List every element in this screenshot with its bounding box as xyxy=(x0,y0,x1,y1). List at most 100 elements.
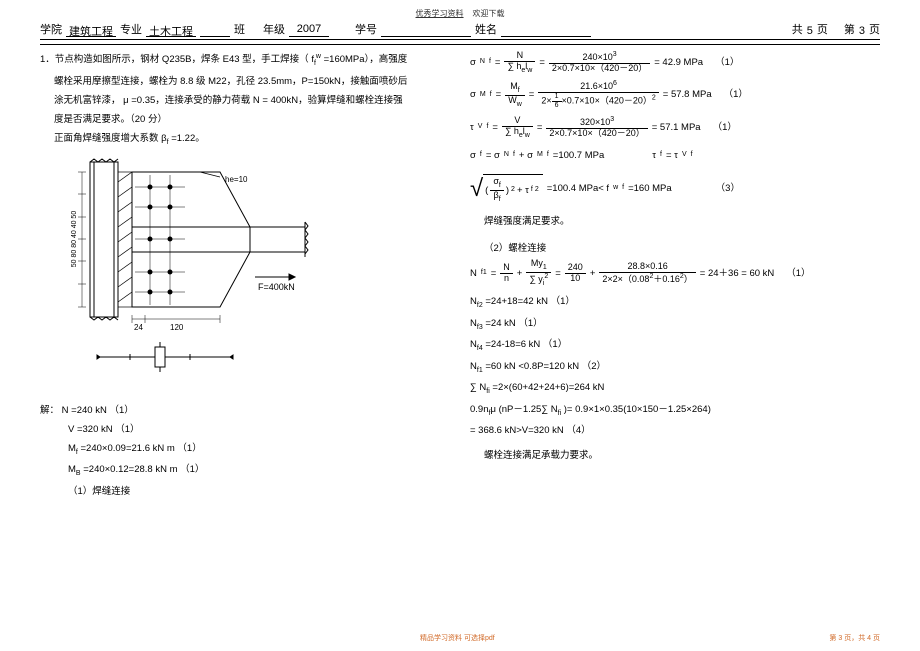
eq3-num: （1） xyxy=(713,119,737,136)
eq1-eq: = xyxy=(495,54,501,71)
problem-line1a: 1．节点构造如图所示，钢材 Q235B，焊条 E43 型，手工焊接（ f xyxy=(40,54,314,65)
eq2-sup: M xyxy=(480,89,486,102)
nf2-a: N xyxy=(470,296,477,307)
sol-mf-val: =240×0.09=21.6 kN m （1） xyxy=(78,443,202,454)
eq2-eq2: = xyxy=(529,86,535,103)
content-columns: 1．节点构造如图所示，钢材 Q235B，焊条 E43 型，手工焊接（ ffw =… xyxy=(40,44,880,574)
eq3-eq: = xyxy=(492,119,498,136)
eq2-f1n-s: f xyxy=(518,87,520,94)
eq2-innerfrac: 16 xyxy=(552,93,562,109)
eq4-ts: f xyxy=(660,149,662,162)
sol-mb-sym: M xyxy=(68,464,76,475)
eq6-f4d-c: ） xyxy=(684,274,693,284)
eq6-f2n-a: My xyxy=(531,258,543,268)
nf1c-a: N xyxy=(470,361,477,372)
diagram-svg: he=10 F=400kN xyxy=(70,157,330,387)
footer-right: 第 3 页，共 4 页 xyxy=(829,633,880,643)
sol-mf-sym: M xyxy=(68,443,76,454)
top-banner: 优秀学习资料 欢迎下载 xyxy=(40,8,880,19)
eq2-f2d-b: ×0.7×10×（420－20） xyxy=(562,96,652,106)
force-label: F=400kN xyxy=(258,282,295,292)
sqrt-num: σf xyxy=(490,177,504,190)
eq3-f2d: 2×0.7×10×（420－20） xyxy=(546,129,647,139)
class-blank xyxy=(200,23,230,37)
eq1-val: = 42.9 MPa xyxy=(654,54,703,71)
name-blank xyxy=(501,23,591,37)
eq6-f4d-a: 2×2×（0.08 xyxy=(602,274,649,284)
sub-f: f xyxy=(314,60,316,67)
eq-sigma-n: σNf = N ∑ helw = 240×103 2×0.7×10×（420－2… xyxy=(470,51,880,74)
eq6-f4n: 28.8×0.16 xyxy=(599,262,695,273)
eq1-lhs: σ xyxy=(470,54,476,71)
left-column: 1．节点构造如图所示，钢材 Q235B，焊条 E43 型，手工焊接（ ffw =… xyxy=(40,51,450,574)
rparen: ) xyxy=(506,182,509,199)
svg-text:120: 120 xyxy=(170,323,184,332)
cc-a: 0.9n xyxy=(470,404,489,415)
eq2-f1d-a: W xyxy=(508,95,517,105)
eq6-plus: + xyxy=(517,265,523,282)
cc-b: μ (nP－1.25∑ N xyxy=(490,404,557,415)
eq6-lhs: N xyxy=(470,265,477,282)
eq3-frac2: 320×103 2×0.7×10×（420－20） xyxy=(546,116,647,139)
eq1-f2d: 2×0.7×10×（420－20） xyxy=(549,64,650,74)
problem-line5b: =1.22。 xyxy=(169,133,205,144)
eq6-f2d-s2: 2 xyxy=(544,273,548,280)
problem-line1: 1．节点构造如图所示，钢材 Q235B，焊条 E43 型，手工焊接（ ffw =… xyxy=(40,51,450,71)
eq1-frac2: 240×103 2×0.7×10×（420－20） xyxy=(549,51,650,74)
section1-title: （1）焊缝连接 xyxy=(40,483,450,500)
eq2-f1d-s: w xyxy=(517,100,522,107)
eq6-f2: My1 ∑ yi2 xyxy=(526,259,551,287)
eq2-lhs: σ xyxy=(470,86,476,103)
problem-line3: 涂无机富锌漆， μ =0.35，连接承受的静力荷载 N = 400kN，验算焊缝… xyxy=(40,92,450,109)
eq6-plus2: + xyxy=(590,265,596,282)
banner-text2: 欢迎下载 xyxy=(472,9,504,18)
eq6-f2n-s: 1 xyxy=(543,264,547,271)
eq3-val: = 57.1 MPa xyxy=(652,119,701,136)
eq4-t: τ xyxy=(652,147,656,164)
eq2-frac2: 21.6×106 2×16×0.7×10×（420－20）2 xyxy=(538,80,658,109)
eq-sqrt: √ ( σf βf )2 + τf2 =100.4 MPa< fwf =160 … xyxy=(470,174,880,203)
eq3-sup: V xyxy=(478,121,483,134)
nf4-b: =24-18=6 kN （1） xyxy=(483,339,568,350)
nf3-a: N xyxy=(470,318,477,329)
banner-sep xyxy=(466,9,470,18)
eq2-f2d-a: 2× xyxy=(541,96,551,106)
eq4-teq: = τ xyxy=(666,147,678,164)
eq5-val: =100.4 MPa< f xyxy=(547,180,609,197)
nf2-b: =24+18=42 kN （1） xyxy=(483,296,575,307)
eq1-num: （1） xyxy=(715,54,739,71)
sqrt-plus: + τ xyxy=(517,182,529,199)
sol-label-text: 解： xyxy=(40,405,59,416)
eq4-bss: f xyxy=(513,149,515,162)
eq1-sup: N xyxy=(480,56,485,69)
page-cur: 3 xyxy=(859,25,865,37)
right-column: σNf = N ∑ helw = 240×103 2×0.7×10×（420－2… xyxy=(470,51,880,574)
svg-text:50 80 80 40 40 50: 50 80 80 40 40 50 xyxy=(71,211,78,268)
college-label: 学院 xyxy=(40,21,62,37)
eq6-f2d-a: ∑ y xyxy=(529,274,542,284)
eq6-val: = 24＋36 = 60 kN xyxy=(700,265,774,282)
page-total: 5 xyxy=(807,25,813,37)
sol-v: V =320 kN （1） xyxy=(40,421,450,438)
eq4-eq: = σ xyxy=(486,147,500,164)
eq6-num: （1） xyxy=(786,265,810,282)
page-footer: 精品学习资料 可选择pdf 第 3 页，共 4 页 xyxy=(0,633,920,643)
eq3-f1d: ∑ helw xyxy=(502,127,533,139)
eq6-f3: 24010 xyxy=(565,263,586,284)
solution-label: 解： N =240 kN （1） xyxy=(40,402,450,419)
eq5-num: （3） xyxy=(716,180,740,197)
eq6-f1d: n xyxy=(500,274,513,284)
page-cur-prefix: 第 xyxy=(844,21,855,37)
eq2-f2n-a: 21.6×10 xyxy=(580,81,613,91)
eq3-sub: f xyxy=(486,121,488,134)
conclusion-bolt: 螺栓连接满足承载力要求。 xyxy=(470,447,880,464)
eq2-if-n: 1 xyxy=(552,93,562,102)
eq6-eq: = xyxy=(491,265,497,282)
problem-line5a: 正面角焊缝强度增大系数 β xyxy=(54,133,167,144)
eq6-f3d: 10 xyxy=(565,274,586,284)
eq2-f1n-a: M xyxy=(510,81,518,91)
eq3-frac1: V ∑ helw xyxy=(502,116,533,139)
eq3-f1d-s2: w xyxy=(525,131,530,138)
eq6-f2n: My1 xyxy=(526,259,551,272)
college-value: 建筑工程 xyxy=(66,23,116,37)
